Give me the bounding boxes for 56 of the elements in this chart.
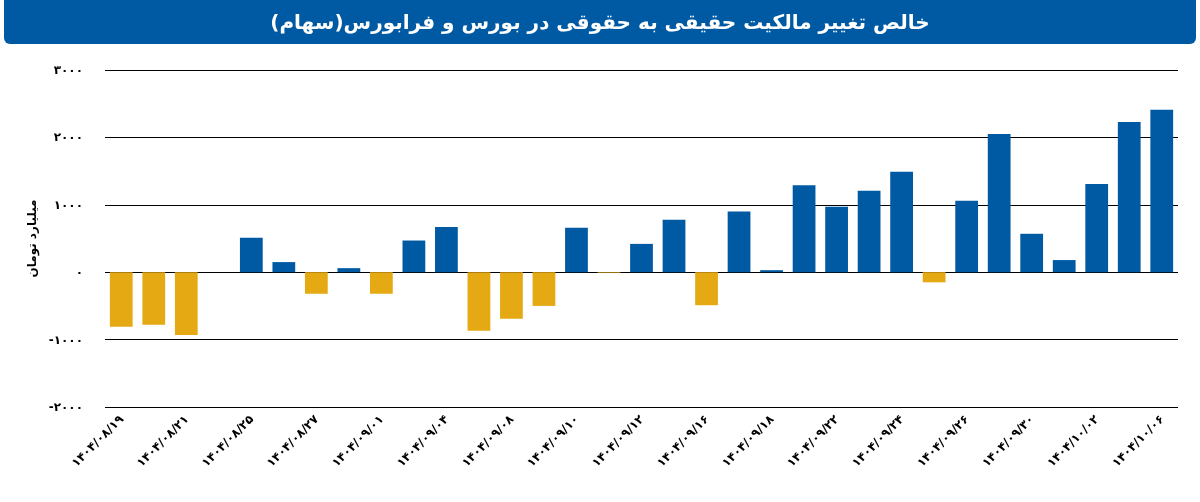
bar xyxy=(1052,260,1076,273)
x-tick-label: ۱۴۰۴/۱۰/۰۲ xyxy=(1044,411,1103,470)
x-tick-label: ۱۴۰۴/۰۹/۲۶ xyxy=(914,412,972,470)
bar xyxy=(239,237,263,273)
bar xyxy=(337,268,361,273)
bar xyxy=(1085,183,1109,273)
bar xyxy=(467,272,491,331)
bar xyxy=(955,200,979,273)
bar xyxy=(922,272,946,283)
bar xyxy=(630,243,653,273)
bar xyxy=(662,219,686,273)
x-tick-label: ۱۴۰۴/۰۸/۱۹ xyxy=(68,411,127,470)
bar xyxy=(760,270,783,273)
x-tick-label: ۱۴۰۴/۱۰/۰۶ xyxy=(1109,412,1167,470)
bar xyxy=(435,227,458,273)
bar xyxy=(890,171,913,273)
bar xyxy=(1020,233,1044,273)
y-tick-label: ۳۰۰۰ xyxy=(53,63,83,77)
x-tick-label: ۱۴۰۴/۰۹/۲۲ xyxy=(784,411,843,470)
bar xyxy=(500,272,523,319)
x-tick-label: ۱۴۰۴/۰۹/۱۲ xyxy=(588,411,647,470)
bar xyxy=(1117,121,1141,273)
y-tick-label: ۲۰۰۰ xyxy=(53,130,83,145)
bar xyxy=(174,272,198,335)
chart-title: خالص تغییر مالکیت حقیقی به حقوقی در بورس و فرابورس(سهام) xyxy=(4,0,1196,44)
x-tick-label: ۱۴۰۴/۰۹/۲۴ xyxy=(849,412,907,470)
bar xyxy=(304,272,328,294)
bar xyxy=(109,272,133,327)
y-tick-label: ۱۰۰۰ xyxy=(53,197,83,212)
bar xyxy=(792,185,816,273)
bar xyxy=(272,262,296,273)
x-tick-label: ۱۴۰۴/۰۸/۲۱ xyxy=(133,412,192,470)
bar xyxy=(402,240,426,273)
bar xyxy=(532,272,556,306)
x-tick-label: ۱۴۰۴/۰۹/۰۴ xyxy=(393,412,452,470)
bar xyxy=(142,272,166,325)
bar xyxy=(825,206,848,273)
y-tick-label: ۰ xyxy=(75,265,83,280)
y-tick-label: -۱۰۰۰ xyxy=(48,332,83,347)
y-axis-title: میلیارد تومان xyxy=(24,199,40,278)
x-tick-label: ۱۴۰۴/۰۹/۳۰ xyxy=(979,412,1037,470)
bar xyxy=(565,227,588,273)
bar xyxy=(695,272,718,306)
bar xyxy=(987,134,1011,273)
x-tick-label: ۱۴۰۴/۰۸/۲۷ xyxy=(263,411,322,470)
x-tick-label: ۱۴۰۴/۰۹/۱۸ xyxy=(719,411,777,470)
x-tick-label: ۱۴۰۴/۰۸/۲۵ xyxy=(198,412,257,470)
x-tick-label: ۱۴۰۴/۰۹/۰۸ xyxy=(458,411,517,470)
x-tick-label: ۱۴۰۴/۰۹/۰۱ xyxy=(328,412,387,470)
bar xyxy=(370,272,393,294)
x-tick-label: ۱۴۰۴/۰۹/۱۶ xyxy=(654,412,712,470)
x-tick-label: ۱۴۰۴/۰۹/۱۰ xyxy=(523,412,582,470)
bar xyxy=(857,190,881,273)
y-tick-label: -۲۰۰۰ xyxy=(48,400,83,414)
bar xyxy=(727,211,751,273)
bar xyxy=(1150,109,1174,273)
